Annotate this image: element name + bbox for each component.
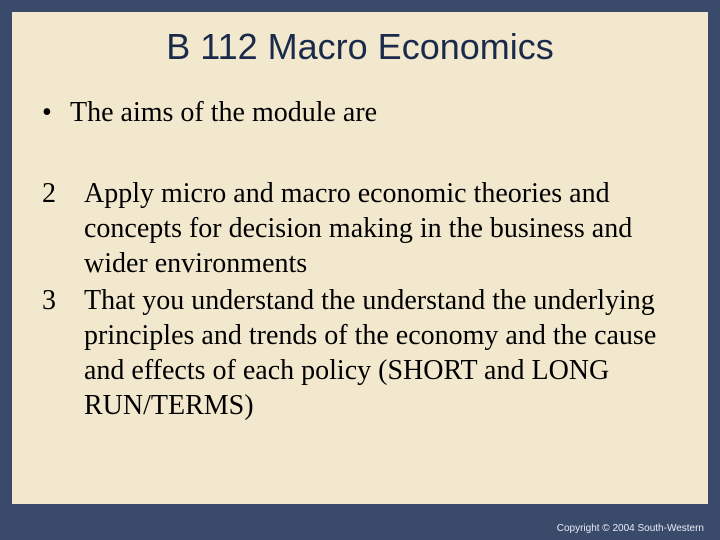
intro-text: The aims of the module are (70, 96, 377, 130)
point-number: 3 (42, 283, 84, 318)
list-item: 2 Apply micro and macro economic theorie… (34, 176, 686, 281)
content-box: B 112 Macro Economics • The aims of the … (12, 12, 708, 504)
point-number: 2 (42, 176, 84, 211)
point-text: That you understand the understand the u… (84, 283, 686, 423)
bullet-icon: • (42, 96, 70, 130)
intro-row: • The aims of the module are (34, 96, 686, 130)
copyright-text: Copyright © 2004 South-Western (557, 523, 704, 534)
slide-title: B 112 Macro Economics (34, 26, 686, 68)
list-item: 3 That you understand the understand the… (34, 283, 686, 423)
slide: B 112 Macro Economics • The aims of the … (0, 0, 720, 540)
point-text: Apply micro and macro economic theories … (84, 176, 686, 281)
